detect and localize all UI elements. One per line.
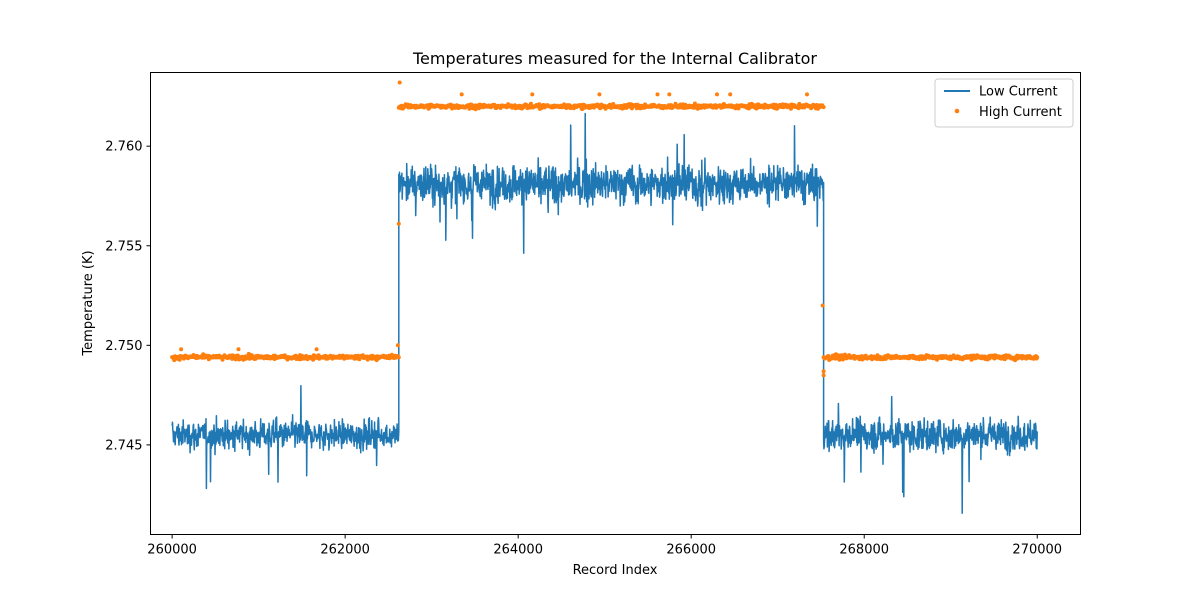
legend: Low Current High Current [934,78,1074,128]
y-tick-label: 2.760 [105,140,142,155]
x-tick-label: 270000 [1012,543,1062,558]
x-tick-label: 266000 [666,543,716,558]
x-tick-label: 264000 [493,543,543,558]
scatter-point-420 [459,92,464,97]
scatter-point-919 [805,92,809,97]
y-tick-label: 2.750 [105,339,142,354]
x-tick-label: 268000 [839,543,889,558]
scatter-point-440 [473,107,478,112]
scatter-point-943 [821,105,826,110]
legend-swatch-high-current [954,108,960,114]
scatter-point-1255 [396,221,401,226]
scatter-point-1258 [821,369,826,374]
legend-label-high-current: High Current [979,105,1062,120]
y-tick-label: 2.745 [105,438,142,453]
scatter-point-328 [396,355,401,360]
plot-area [170,80,1040,514]
chart-title: Temperatures measured for the Internal C… [412,49,817,68]
scatter-point-789 [715,92,719,97]
legend-label-low-current: Low Current [979,85,1058,100]
scatter-point-522 [530,92,535,97]
scatter-point-520 [528,101,533,106]
series-line-low-current [171,112,1038,514]
y-tick-label: 2.755 [105,239,142,254]
x-axis-label: Record Index [573,563,658,578]
scatter-point-11 [177,357,182,362]
scatter-point-209 [314,347,319,352]
scatter-point-73 [220,357,225,362]
axes-frame [150,72,1081,535]
scatter-point-757 [692,101,697,106]
scatter-point-720 [667,92,672,97]
scatter-point-1253 [1035,355,1040,360]
scatter-point-619 [597,92,602,97]
y-axis: 2.745 2.750 2.755 2.760 [105,140,151,453]
y-axis-label: Temperature (K) [81,250,96,356]
scatter-point-1254 [397,80,402,85]
scatter-point-972 [840,357,845,362]
scatter-point-96 [236,347,241,352]
x-tick-label: 260000 [147,543,197,558]
scatter-point-1256 [395,343,400,348]
x-axis: 260000 262000 264000 266000 268000 270000 [147,534,1062,558]
scatter-point-808 [728,92,733,97]
scatter-point-13 [179,347,184,352]
scatter-point-1259 [821,373,826,378]
scatter-point-703 [655,92,660,97]
series-points-high-current [170,80,1040,378]
x-tick-label: 262000 [320,543,370,558]
scatter-point-1257 [820,303,825,308]
